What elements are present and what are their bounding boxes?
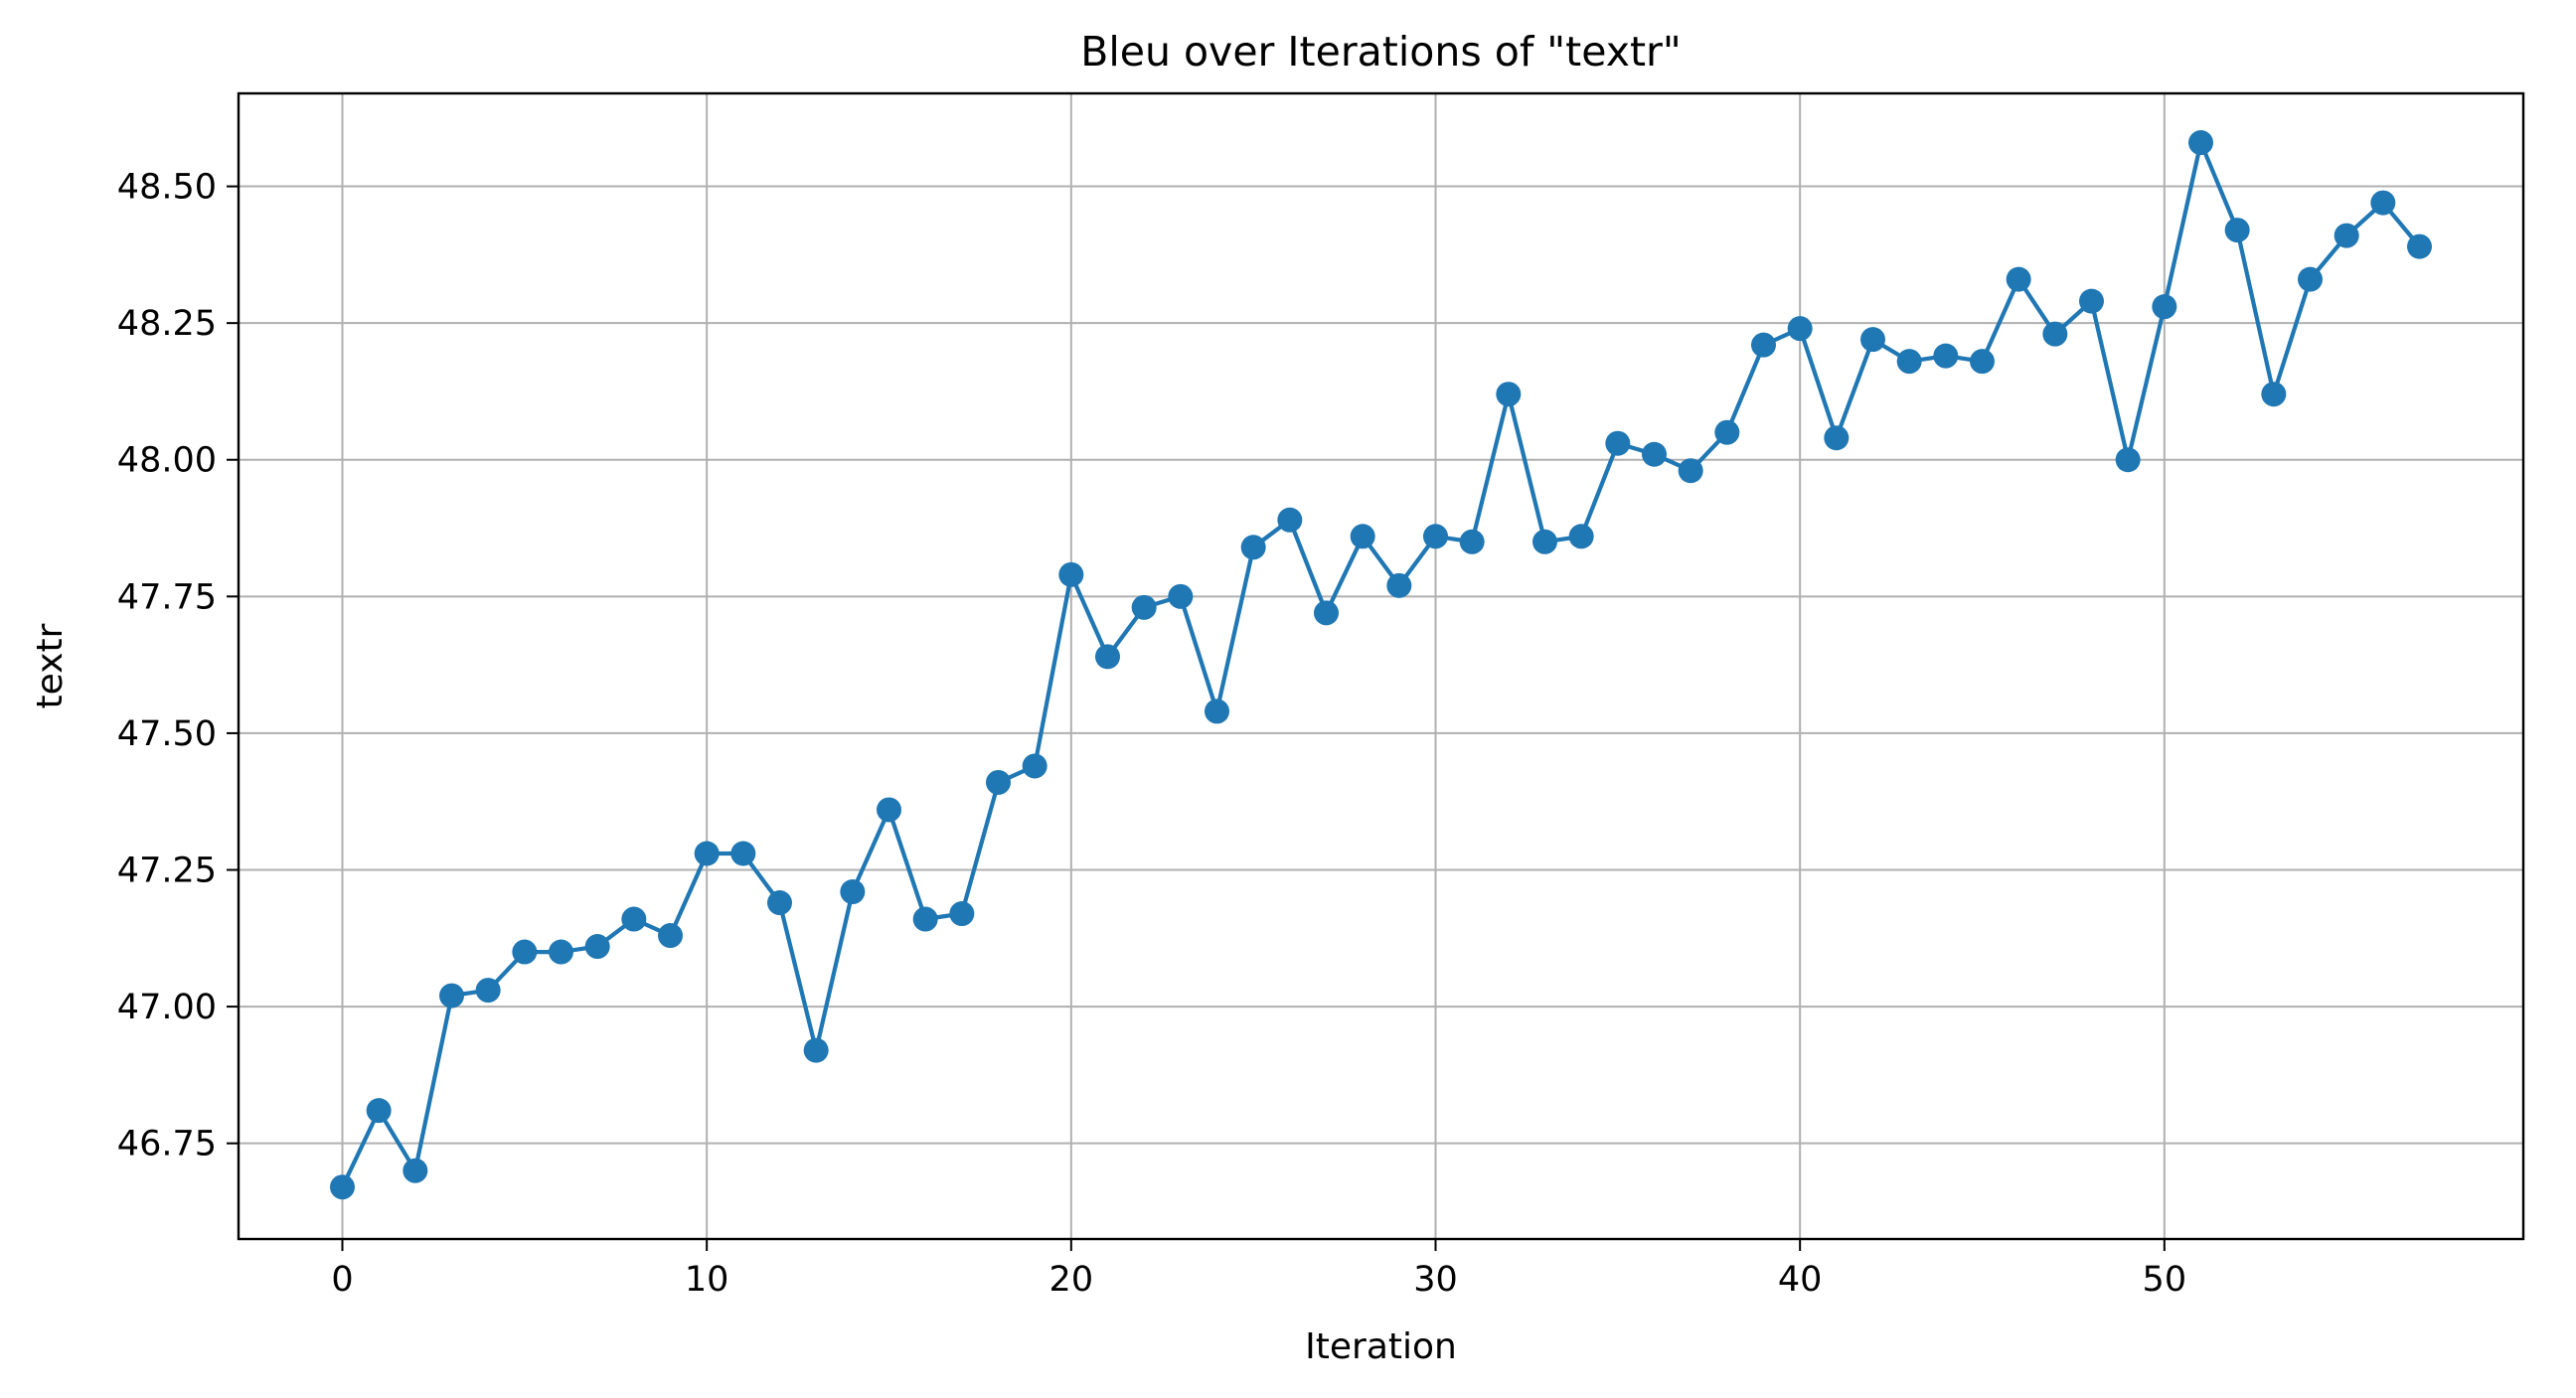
data-point <box>439 983 464 1009</box>
data-point <box>2042 321 2068 347</box>
data-point <box>1678 458 1703 484</box>
y-tick-label: 48.25 <box>117 304 217 344</box>
data-point <box>986 769 1011 795</box>
data-point <box>366 1098 392 1124</box>
x-tick-label: 20 <box>1049 1260 1094 1300</box>
x-tick-label: 30 <box>1413 1260 1458 1300</box>
data-point <box>2224 218 2250 243</box>
y-tick-label: 47.50 <box>117 714 217 754</box>
y-tick-label: 47.00 <box>117 988 217 1027</box>
data-point <box>767 890 792 916</box>
data-point <box>694 841 720 866</box>
x-tick-label: 40 <box>1778 1260 1823 1300</box>
data-point <box>512 939 538 965</box>
data-point <box>1022 753 1047 779</box>
x-axis-label: Iteration <box>1305 1326 1457 1367</box>
data-point <box>1751 332 1776 358</box>
data-point <box>1459 529 1485 554</box>
data-point <box>1605 430 1631 456</box>
data-point <box>1970 349 1995 375</box>
series-layer <box>330 130 2432 1200</box>
data-point <box>1386 572 1412 598</box>
data-point <box>2115 447 2141 473</box>
data-point <box>1350 524 1375 549</box>
data-point <box>1896 349 1922 375</box>
data-point <box>1131 594 1157 620</box>
data-point <box>1314 600 1339 626</box>
data-point <box>475 978 501 1004</box>
data-point <box>402 1158 428 1183</box>
data-point <box>330 1174 355 1200</box>
x-tick-label: 50 <box>2143 1260 2187 1300</box>
data-point <box>877 797 901 823</box>
grid-lines <box>239 93 2523 1239</box>
data-point <box>2298 266 2323 292</box>
y-tick-label: 48.50 <box>117 168 217 208</box>
y-tick-label: 46.75 <box>117 1125 217 1165</box>
x-tick-label: 10 <box>685 1260 729 1300</box>
data-point <box>1205 699 1229 724</box>
y-axis-label: textr <box>30 623 71 708</box>
data-point <box>1168 583 1194 609</box>
data-point <box>2370 190 2396 216</box>
data-point <box>1095 644 1120 670</box>
data-point <box>912 906 938 932</box>
data-point <box>1714 419 1740 445</box>
data-point <box>1532 529 1557 554</box>
data-point <box>1568 524 1594 549</box>
data-point <box>2152 294 2177 320</box>
data-point <box>1860 327 1885 353</box>
data-point <box>621 906 647 932</box>
data-point <box>840 879 866 905</box>
data-point <box>1824 425 1850 451</box>
data-point <box>2006 266 2031 292</box>
series-line <box>340 140 2422 1188</box>
data-point <box>1240 535 1266 560</box>
data-point <box>1277 507 1303 533</box>
y-tick-label: 48.00 <box>117 441 217 481</box>
y-tick-label: 47.25 <box>117 852 217 891</box>
data-point <box>1787 316 1813 342</box>
data-point <box>1496 382 1522 407</box>
axis-ticks: 0 10 20 30 40 50 46.75 47.00 47.25 47.50 47.75 48.0… <box>117 168 2186 1300</box>
data-point <box>949 901 975 927</box>
data-point <box>549 939 573 965</box>
data-point <box>2407 233 2432 259</box>
data-point <box>584 934 610 960</box>
data-point <box>1058 561 1084 587</box>
data-point <box>1933 343 1959 369</box>
data-point <box>730 841 756 866</box>
y-tick-label: 47.75 <box>117 577 217 617</box>
data-point <box>1423 524 1448 549</box>
data-point <box>2261 382 2287 407</box>
data-point <box>2188 130 2213 156</box>
chart-title: Bleu over Iterations of "textr" <box>1080 28 1682 76</box>
data-point <box>2334 223 2359 248</box>
x-tick-label: 0 <box>331 1260 353 1300</box>
data-point <box>2079 288 2104 314</box>
data-point <box>803 1037 829 1063</box>
plot-area-frame <box>237 91 2525 1241</box>
data-point <box>658 923 683 949</box>
data-point <box>1642 441 1667 467</box>
